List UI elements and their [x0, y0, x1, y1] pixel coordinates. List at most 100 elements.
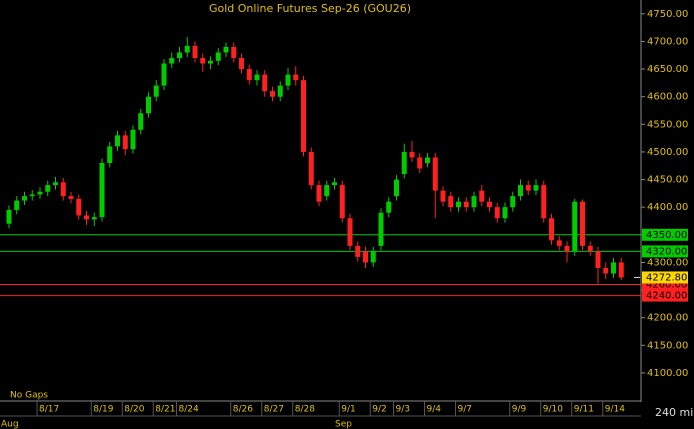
- x-tick-label: 8/17: [39, 405, 59, 415]
- candle-body: [308, 151, 314, 186]
- candle-body: [53, 182, 58, 186]
- candle-body: [580, 201, 585, 246]
- candle-body: [84, 215, 89, 220]
- candle-body: [6, 209, 12, 224]
- candle-body: [208, 60, 213, 64]
- level-tag: [642, 245, 688, 258]
- x-tick-label: 8/20: [124, 405, 144, 415]
- candle-body: [595, 251, 601, 268]
- level-label: 4350.00: [646, 230, 687, 241]
- candle-body: [37, 191, 43, 195]
- candle-body: [29, 194, 35, 197]
- x-tick-label: 9/14: [605, 405, 625, 415]
- candle-body: [324, 185, 330, 197]
- candle-body: [494, 207, 500, 219]
- y-tick-label: 4200.00: [647, 313, 688, 324]
- y-tick-label: 4300.00: [647, 257, 688, 268]
- candle-body: [91, 217, 97, 220]
- last-price-label: 4272.80: [646, 272, 687, 283]
- chart-title: Gold Online Futures Sep-26 (GOU26): [209, 2, 411, 15]
- candle-body: [502, 207, 508, 219]
- candle-body: [285, 74, 291, 86]
- y-tick-label: 4750.00: [647, 9, 688, 20]
- candle-body: [184, 45, 190, 53]
- y-tick-label: 4600.00: [647, 92, 688, 103]
- candle-body: [76, 198, 82, 216]
- candle-body: [525, 185, 531, 191]
- y-tick-label: 4150.00: [647, 340, 688, 351]
- candle-body: [161, 63, 167, 86]
- x-tick-label: 8/28: [295, 405, 315, 415]
- candle-body: [262, 74, 268, 92]
- x-tick-label: 9/10: [543, 405, 563, 415]
- y-tick-label: 4500.00: [647, 147, 688, 158]
- level-tag: [642, 228, 688, 241]
- candle-body: [231, 46, 237, 59]
- candle-body: [200, 58, 206, 64]
- candle-body: [277, 85, 283, 97]
- x-tick-label: 9/3: [396, 405, 410, 415]
- candle-body: [518, 185, 523, 197]
- candle-body: [618, 262, 624, 278]
- x-tick-label: 8/21: [155, 405, 175, 415]
- interval-label: 240 mi: [655, 406, 693, 419]
- candle-body: [254, 74, 260, 81]
- candle-body: [409, 151, 415, 158]
- candle-body: [456, 201, 461, 208]
- candle-body: [479, 190, 485, 202]
- x-tick-label: 8/24: [179, 405, 199, 415]
- candle-body: [115, 135, 120, 147]
- candle-body: [564, 245, 570, 252]
- candle-body: [316, 185, 322, 202]
- candle-body: [177, 52, 182, 59]
- candle-body: [432, 157, 438, 191]
- candle-body: [572, 201, 578, 252]
- candle-body: [556, 240, 562, 246]
- y-tick-label: 4450.00: [647, 175, 688, 186]
- gap-note: No Gaps: [10, 391, 48, 401]
- candle-body: [347, 218, 353, 246]
- candle-body: [510, 196, 516, 208]
- candle-body: [153, 85, 159, 97]
- candle-body: [270, 91, 275, 97]
- candle-body: [107, 146, 113, 163]
- candle-body: [549, 218, 554, 241]
- candle-body: [239, 58, 244, 70]
- candle-body: [45, 185, 51, 192]
- candle-body: [332, 182, 337, 186]
- last-price-tag: [642, 271, 688, 284]
- y-tick-label: 4650.00: [647, 64, 688, 75]
- candle-body: [301, 80, 306, 152]
- candle-body: [417, 157, 423, 169]
- candle-body: [394, 179, 399, 197]
- candle-body: [471, 196, 477, 208]
- x-tick-label: 9/4: [427, 405, 442, 415]
- month-label: Sep: [335, 420, 352, 429]
- candle-body: [146, 96, 151, 114]
- candle-body: [425, 157, 430, 163]
- candle-body: [99, 162, 105, 218]
- candle-body: [215, 52, 221, 61]
- candle-body: [541, 185, 547, 219]
- x-tick-label: 9/7: [458, 405, 472, 415]
- candle-body: [363, 251, 368, 263]
- y-tick-label: 4700.00: [647, 36, 688, 47]
- y-tick-label: 4550.00: [647, 119, 688, 130]
- candle-body: [370, 251, 376, 263]
- x-tick-label: 8/26: [233, 405, 253, 415]
- candle-body: [68, 196, 74, 199]
- level-label: 4240.00: [646, 291, 687, 302]
- x-tick-label: 8/27: [264, 405, 284, 415]
- y-tick-label: 4400.00: [647, 202, 688, 213]
- month-label: Aug: [1, 420, 19, 429]
- candle-body: [192, 45, 198, 59]
- candle-body: [448, 196, 454, 208]
- candle-body: [611, 262, 616, 274]
- candle-body: [463, 201, 469, 208]
- candle-body: [487, 201, 492, 208]
- candle-body: [533, 185, 539, 191]
- x-tick-label: 8/19: [93, 405, 113, 415]
- candle-body: [293, 74, 299, 81]
